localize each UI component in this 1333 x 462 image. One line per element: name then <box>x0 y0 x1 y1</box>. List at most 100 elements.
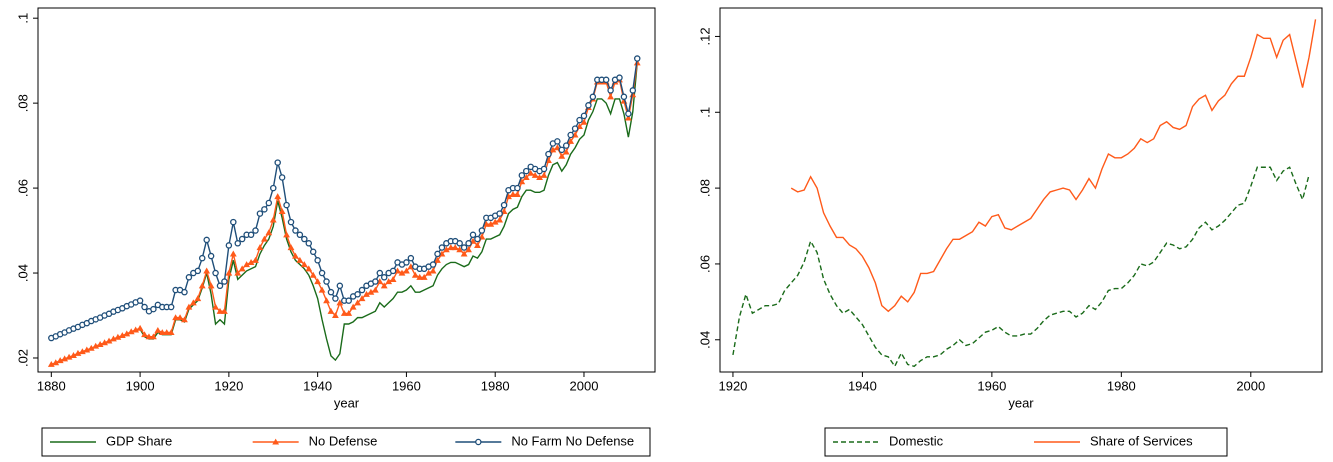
marker <box>252 227 259 234</box>
marker <box>314 257 321 264</box>
marker <box>318 286 326 293</box>
marker <box>562 148 570 155</box>
legend-marker <box>475 438 482 446</box>
marker <box>554 138 561 145</box>
marker <box>158 329 166 336</box>
marker <box>545 150 552 158</box>
marker <box>87 344 95 351</box>
marker <box>345 309 353 316</box>
y-tick-label: .04 <box>15 264 30 282</box>
marker <box>562 142 570 149</box>
marker <box>52 359 60 366</box>
marker <box>172 314 180 321</box>
marker <box>407 254 415 262</box>
marker <box>283 231 290 238</box>
marker <box>150 305 157 313</box>
marker <box>234 269 242 276</box>
marker <box>367 288 375 295</box>
marker <box>500 201 508 209</box>
y-tick-label: .02 <box>15 349 30 367</box>
marker <box>309 271 317 278</box>
marker <box>442 246 450 253</box>
panel: .02 .04 .06 .08 .1 1880 1900 1920 1940 1960 1980 20… <box>15 7 656 457</box>
x-tick-label: 2000 <box>1236 378 1265 393</box>
marker <box>292 227 299 234</box>
marker <box>136 297 144 304</box>
x-axis-title: year <box>1008 395 1034 410</box>
marker <box>238 235 246 243</box>
marker <box>221 307 228 314</box>
marker <box>216 307 224 314</box>
marker <box>132 326 140 333</box>
marker <box>372 278 379 285</box>
marker <box>141 331 148 338</box>
marker <box>287 218 295 226</box>
marker <box>274 193 282 200</box>
marker <box>247 259 255 265</box>
marker <box>194 267 202 275</box>
panel: .04 .06 .08 .1 .12 1920 1940 1960 1980 2000 year Do… <box>697 7 1323 457</box>
marker <box>625 110 632 118</box>
marker <box>589 93 597 101</box>
marker <box>456 240 463 247</box>
marker <box>225 269 233 276</box>
marker <box>327 307 335 314</box>
y-tick-label: .04 <box>697 331 712 349</box>
marker <box>274 159 281 166</box>
series-line <box>51 58 638 339</box>
marker <box>474 235 481 243</box>
marker <box>305 240 313 247</box>
marker <box>354 299 361 306</box>
marker <box>301 235 308 243</box>
x-tick-label: 1980 <box>481 378 510 393</box>
marker <box>518 178 526 185</box>
marker <box>296 231 304 239</box>
legend-label: Domestic <box>889 433 944 448</box>
x-tick-label: 1980 <box>1107 378 1136 393</box>
y-tick-label: .1 <box>697 107 712 118</box>
marker <box>496 216 504 223</box>
marker <box>416 273 424 280</box>
marker <box>576 116 583 124</box>
marker <box>265 229 273 236</box>
marker <box>389 276 397 282</box>
marker <box>323 278 330 285</box>
series-line <box>51 62 638 366</box>
marker <box>154 326 162 333</box>
x-tick-label: 1920 <box>214 378 243 393</box>
marker <box>629 87 637 94</box>
marker <box>514 184 521 192</box>
x-tick-label: 1940 <box>848 378 877 393</box>
marker <box>260 235 268 242</box>
x-tick-label: 2000 <box>570 378 599 393</box>
legend-label: Share of Services <box>1090 433 1193 448</box>
x-axis-title: year <box>334 395 360 410</box>
marker <box>434 250 441 258</box>
marker <box>127 328 135 335</box>
marker <box>389 267 397 275</box>
marker <box>300 261 308 268</box>
marker <box>376 269 384 277</box>
marker <box>243 261 251 268</box>
marker <box>234 240 241 247</box>
marker <box>256 244 264 251</box>
marker <box>540 171 548 178</box>
marker <box>327 288 335 296</box>
marker <box>189 299 197 306</box>
marker <box>247 231 255 239</box>
marker <box>47 360 55 367</box>
marker <box>558 146 566 154</box>
marker <box>70 352 77 358</box>
series-line <box>790 19 1317 313</box>
marker <box>567 131 574 139</box>
marker <box>513 191 521 198</box>
x-tick-label: 1940 <box>303 378 332 393</box>
marker <box>531 171 539 178</box>
plot-frame <box>37 7 656 373</box>
marker <box>403 259 410 266</box>
marker <box>101 339 108 346</box>
marker <box>318 269 326 277</box>
marker <box>256 210 264 217</box>
marker <box>411 271 419 278</box>
